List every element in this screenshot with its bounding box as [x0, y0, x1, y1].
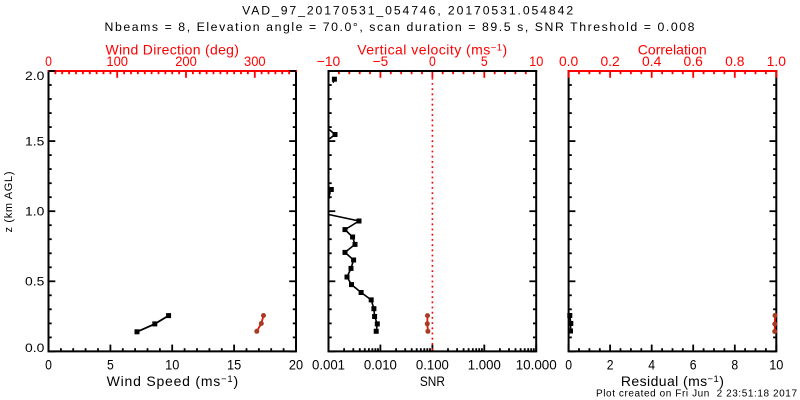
svg-text:1.000: 1.000 [468, 357, 501, 373]
svg-text:1.0: 1.0 [25, 205, 44, 219]
svg-text:6: 6 [690, 357, 697, 373]
svg-text:0.100: 0.100 [416, 357, 449, 373]
svg-text:10: 10 [769, 357, 783, 373]
svg-text:2: 2 [607, 357, 614, 373]
svg-text:0.2: 0.2 [600, 53, 620, 69]
svg-text:2.0: 2.0 [25, 69, 44, 83]
svg-text:0.6: 0.6 [684, 53, 704, 69]
svg-text:−5: −5 [373, 53, 389, 69]
svg-text:0: 0 [565, 357, 572, 373]
svg-text:Residual (ms−1): Residual (ms−1) [621, 373, 724, 389]
svg-text:Correlation: Correlation [638, 41, 707, 57]
svg-text:Plot created on Fri Jun 2 23:: Plot created on Fri Jun 2 23:51:18 2017 [596, 388, 797, 399]
svg-text:10: 10 [165, 357, 179, 373]
svg-text:100: 100 [106, 53, 128, 69]
svg-text:z (km AGL): z (km AGL) [3, 172, 15, 233]
svg-text:0: 0 [429, 53, 436, 69]
svg-text:8: 8 [731, 357, 738, 373]
svg-text:10: 10 [529, 53, 543, 69]
svg-text:SNR: SNR [420, 373, 445, 389]
svg-text:15: 15 [227, 357, 241, 373]
svg-text:4: 4 [648, 357, 655, 373]
svg-text:0.010: 0.010 [364, 357, 397, 373]
svg-text:Vertical velocity (ms−1): Vertical velocity (ms−1) [357, 41, 507, 57]
svg-text:−10: −10 [317, 53, 341, 69]
svg-text:0.001: 0.001 [312, 357, 345, 373]
svg-text:300: 300 [244, 53, 266, 69]
svg-text:1.0: 1.0 [767, 53, 787, 69]
svg-text:0.4: 0.4 [642, 53, 662, 69]
svg-text:10.000: 10.000 [516, 357, 557, 373]
svg-text:0.0: 0.0 [25, 341, 44, 355]
svg-text:Nbeams = 8, Elevation angle =: Nbeams = 8, Elevation angle = 70.0°, sca… [105, 20, 695, 34]
svg-text:200: 200 [175, 53, 197, 69]
svg-text:0.8: 0.8 [725, 53, 745, 69]
svg-text:0: 0 [45, 53, 52, 69]
svg-text:1.5: 1.5 [25, 135, 44, 149]
svg-text:0.5: 0.5 [25, 275, 44, 289]
svg-text:5: 5 [107, 357, 114, 373]
svg-text:0: 0 [45, 357, 52, 373]
svg-text:20: 20 [289, 357, 303, 373]
svg-text:VAD_97_20170531_054746, 201705: VAD_97_20170531_054746, 20170531.054842 [242, 3, 573, 17]
svg-text:Wind Speed (ms−1): Wind Speed (ms−1) [107, 373, 239, 389]
svg-text:0.0: 0.0 [559, 53, 579, 69]
svg-text:Wind Direction (deg): Wind Direction (deg) [105, 41, 239, 57]
svg-text:5: 5 [481, 53, 488, 69]
